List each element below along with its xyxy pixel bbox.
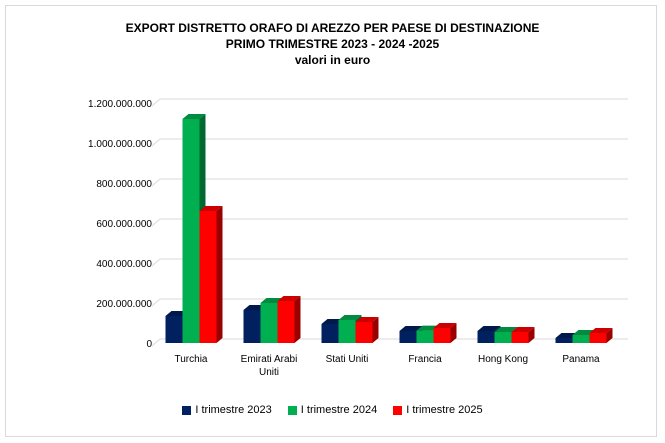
bar [199, 211, 217, 343]
bar [399, 331, 417, 343]
bar-top [399, 326, 423, 331]
legend-item: I trimestre 2025 [393, 404, 483, 416]
legend-label: I trimestre 2024 [300, 404, 378, 416]
gridline [151, 178, 628, 187]
y-tick-label: 600.000.000 [96, 219, 152, 230]
bar [260, 303, 278, 343]
y-tick-label: 800.000.000 [96, 179, 152, 190]
legend-label: I trimestre 2025 [406, 404, 483, 416]
gridline [151, 258, 628, 267]
bar [277, 301, 295, 343]
y-tick-label: 400.000.000 [96, 259, 152, 270]
gridline [151, 298, 628, 307]
x-tick-label: Stati Uniti [326, 354, 369, 365]
legend-item: I trimestre 2024 [287, 404, 378, 416]
y-tick-label: 0 [146, 339, 152, 350]
chart-title: EXPORT DISTRETTO ORAFO DI AREZZO PER PAE… [125, 21, 540, 35]
bar [182, 119, 200, 343]
bar-top [277, 296, 301, 301]
chart-subtitle: PRIMO TRIMESTRE 2023 - 2024 -2025 [225, 37, 440, 51]
bar [165, 316, 183, 343]
bar [321, 324, 339, 343]
bar-top [433, 323, 457, 328]
bar [338, 320, 356, 343]
bar-top [182, 114, 206, 119]
chart-frame [5, 5, 657, 437]
bar [433, 328, 451, 343]
legend-swatch [182, 405, 192, 415]
bar [511, 332, 529, 343]
legend: I trimestre 2023 I trimestre 2024 I trim… [0, 404, 665, 416]
x-tick-label: Uniti [259, 367, 279, 378]
bar-side [216, 206, 223, 343]
gridline [151, 98, 628, 107]
bar-side [528, 327, 535, 343]
gridline [151, 338, 628, 347]
legend-label: I trimestre 2023 [195, 404, 272, 416]
bar-side [606, 328, 613, 343]
bar [494, 332, 512, 343]
bar [416, 330, 434, 343]
bar-top [511, 327, 535, 332]
bar [243, 310, 261, 343]
x-tick-label: Panama [562, 354, 600, 365]
bar-top [199, 206, 223, 211]
bar [555, 338, 573, 343]
legend-swatch [393, 405, 403, 415]
x-tick-label: Emirati Arabi [241, 354, 298, 365]
x-tick-label: Hong Kong [478, 354, 528, 365]
bar-top [494, 327, 518, 332]
bar [477, 331, 495, 343]
bar [572, 335, 590, 343]
x-tick-label: Turchia [175, 354, 208, 365]
gridline [151, 138, 628, 147]
y-tick-label: 1.200.000.000 [88, 99, 152, 110]
bar-top [477, 326, 501, 331]
y-tick-label: 200.000.000 [96, 299, 152, 310]
bar [355, 322, 373, 343]
y-tick-label: 1.000.000.000 [88, 139, 152, 150]
bar-side [372, 317, 379, 343]
bar-top [355, 317, 379, 322]
bar-top [589, 328, 613, 333]
gridline [151, 218, 628, 227]
legend-swatch [287, 405, 297, 415]
bar-side [294, 296, 301, 343]
chart-units: valori in euro [294, 53, 371, 67]
bar-side [450, 323, 457, 343]
legend-item: I trimestre 2023 [182, 404, 272, 416]
bar-top [338, 315, 362, 320]
x-tick-label: Francia [408, 354, 442, 365]
bar [589, 333, 607, 343]
